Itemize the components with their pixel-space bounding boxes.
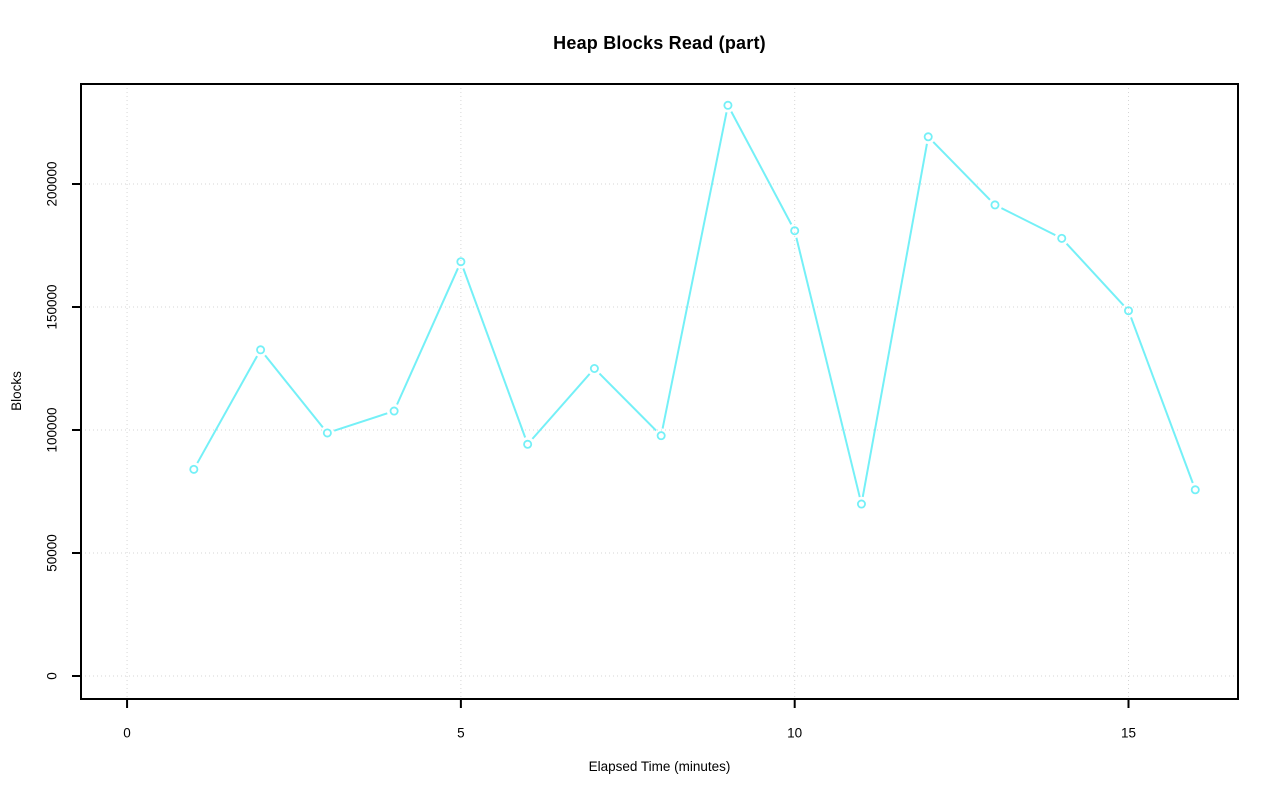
data-point-marker bbox=[856, 499, 866, 509]
series-line-segment bbox=[861, 143, 928, 498]
series-line-segment bbox=[333, 412, 388, 432]
data-point-marker bbox=[456, 257, 466, 267]
y-tick-label: 50000 bbox=[45, 534, 60, 572]
data-point-marker bbox=[923, 132, 933, 142]
data-point-marker bbox=[1057, 233, 1067, 243]
series-line-segment bbox=[730, 111, 793, 225]
series-line-segment bbox=[196, 355, 258, 464]
y-tick-label: 0 bbox=[45, 672, 60, 680]
data-point-marker bbox=[189, 464, 199, 474]
data-point-marker bbox=[256, 345, 266, 355]
y-tick-label: 200000 bbox=[45, 161, 60, 206]
x-axis-title: Elapsed Time (minutes) bbox=[588, 759, 731, 774]
data-point-marker bbox=[1190, 485, 1200, 495]
plot-border bbox=[80, 83, 1239, 700]
data-point-marker bbox=[589, 363, 599, 373]
data-point-marker bbox=[656, 431, 666, 441]
series-line-segment bbox=[1130, 317, 1194, 484]
data-point-marker bbox=[790, 226, 800, 236]
series-line-segment bbox=[661, 112, 728, 429]
x-tick-label: 0 bbox=[123, 726, 131, 741]
series-line-segment bbox=[531, 373, 591, 440]
chart-title: Heap Blocks Read (part) bbox=[553, 33, 766, 53]
y-tick-label: 150000 bbox=[45, 284, 60, 329]
y-tick-label: 100000 bbox=[45, 407, 60, 452]
series-line-segment bbox=[1000, 207, 1056, 237]
data-point-marker bbox=[389, 406, 399, 416]
data-point-marker bbox=[523, 439, 533, 449]
series-line-segment bbox=[598, 372, 657, 432]
y-axis-title: Blocks bbox=[9, 371, 24, 411]
data-point-marker bbox=[322, 428, 332, 438]
series-line-segment bbox=[795, 237, 861, 498]
series-line-segment bbox=[932, 141, 991, 201]
x-tick-label: 10 bbox=[787, 726, 802, 741]
series-line-segment bbox=[1065, 242, 1125, 307]
x-tick-label: 5 bbox=[457, 726, 465, 741]
series-line-segment bbox=[264, 354, 324, 428]
series-line-segment bbox=[396, 267, 459, 405]
data-point-marker bbox=[990, 200, 1000, 210]
data-point-marker bbox=[1124, 306, 1134, 316]
data-point-marker bbox=[723, 100, 733, 110]
series-line-segment bbox=[462, 268, 527, 438]
x-tick-label: 15 bbox=[1121, 726, 1136, 741]
